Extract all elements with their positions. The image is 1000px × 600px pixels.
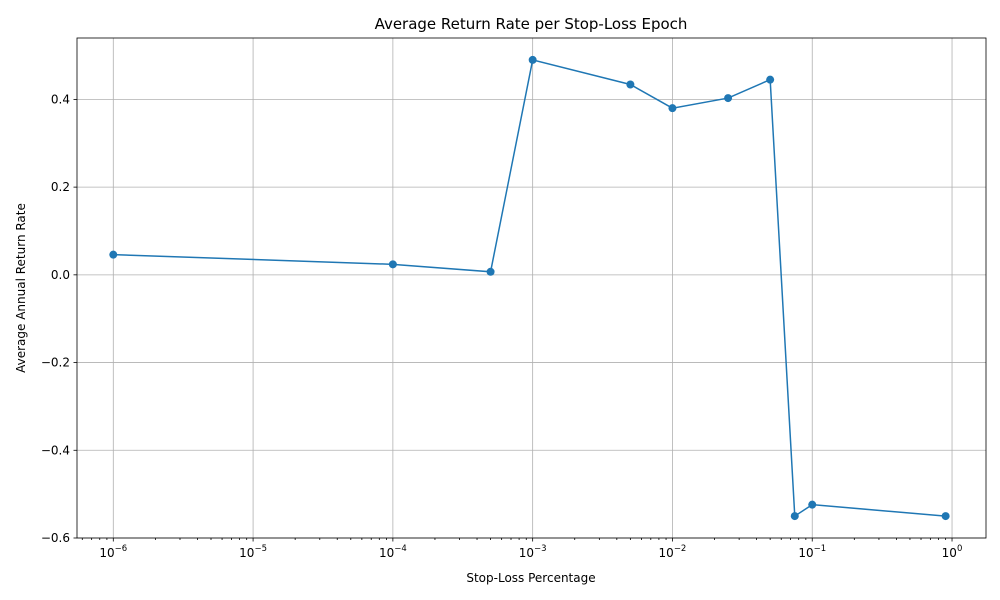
x-tick-label: 10−6 [99, 544, 127, 560]
grid-layer [77, 38, 986, 539]
data-point [626, 80, 635, 89]
data-point [528, 55, 537, 64]
x-axis-label: Stop-Loss Percentage [466, 571, 595, 585]
x-tick-label: 10−3 [519, 544, 547, 560]
data-point [388, 260, 397, 269]
y-tick-label: 0.2 [51, 180, 70, 194]
data-point [941, 512, 950, 521]
x-tick-label: 10−4 [379, 544, 407, 560]
y-tick-label: 0.4 [51, 92, 70, 106]
y-axis-label: Average Annual Return Rate [14, 203, 28, 373]
data-point [109, 250, 118, 259]
y-tick-label: −0.4 [41, 443, 70, 457]
data-point [790, 512, 799, 521]
y-tick-label: −0.2 [41, 356, 70, 370]
x-tick-label: 100 [942, 544, 963, 560]
series-line [113, 59, 946, 518]
y-tick-label: −0.6 [41, 531, 70, 545]
plot-area-frame [76, 37, 987, 539]
data-point [808, 500, 817, 509]
y-tick-label: 0.0 [51, 268, 70, 282]
data-point [766, 75, 775, 84]
series-layer [109, 55, 950, 521]
tick-layer: 10−6 10−5 10−4 10−3 10−2 10−1 100 0.4 0.2 0.0 −0.2… [41, 92, 963, 560]
data-point [724, 94, 733, 103]
data-point [668, 104, 677, 113]
chart-title: Average Return Rate per Stop-Loss Epoch [375, 15, 688, 33]
x-tick-label: 10−2 [659, 544, 687, 560]
data-point [486, 267, 495, 276]
x-tick-label: 10−5 [239, 544, 267, 560]
x-tick-label: 10−1 [798, 544, 826, 560]
